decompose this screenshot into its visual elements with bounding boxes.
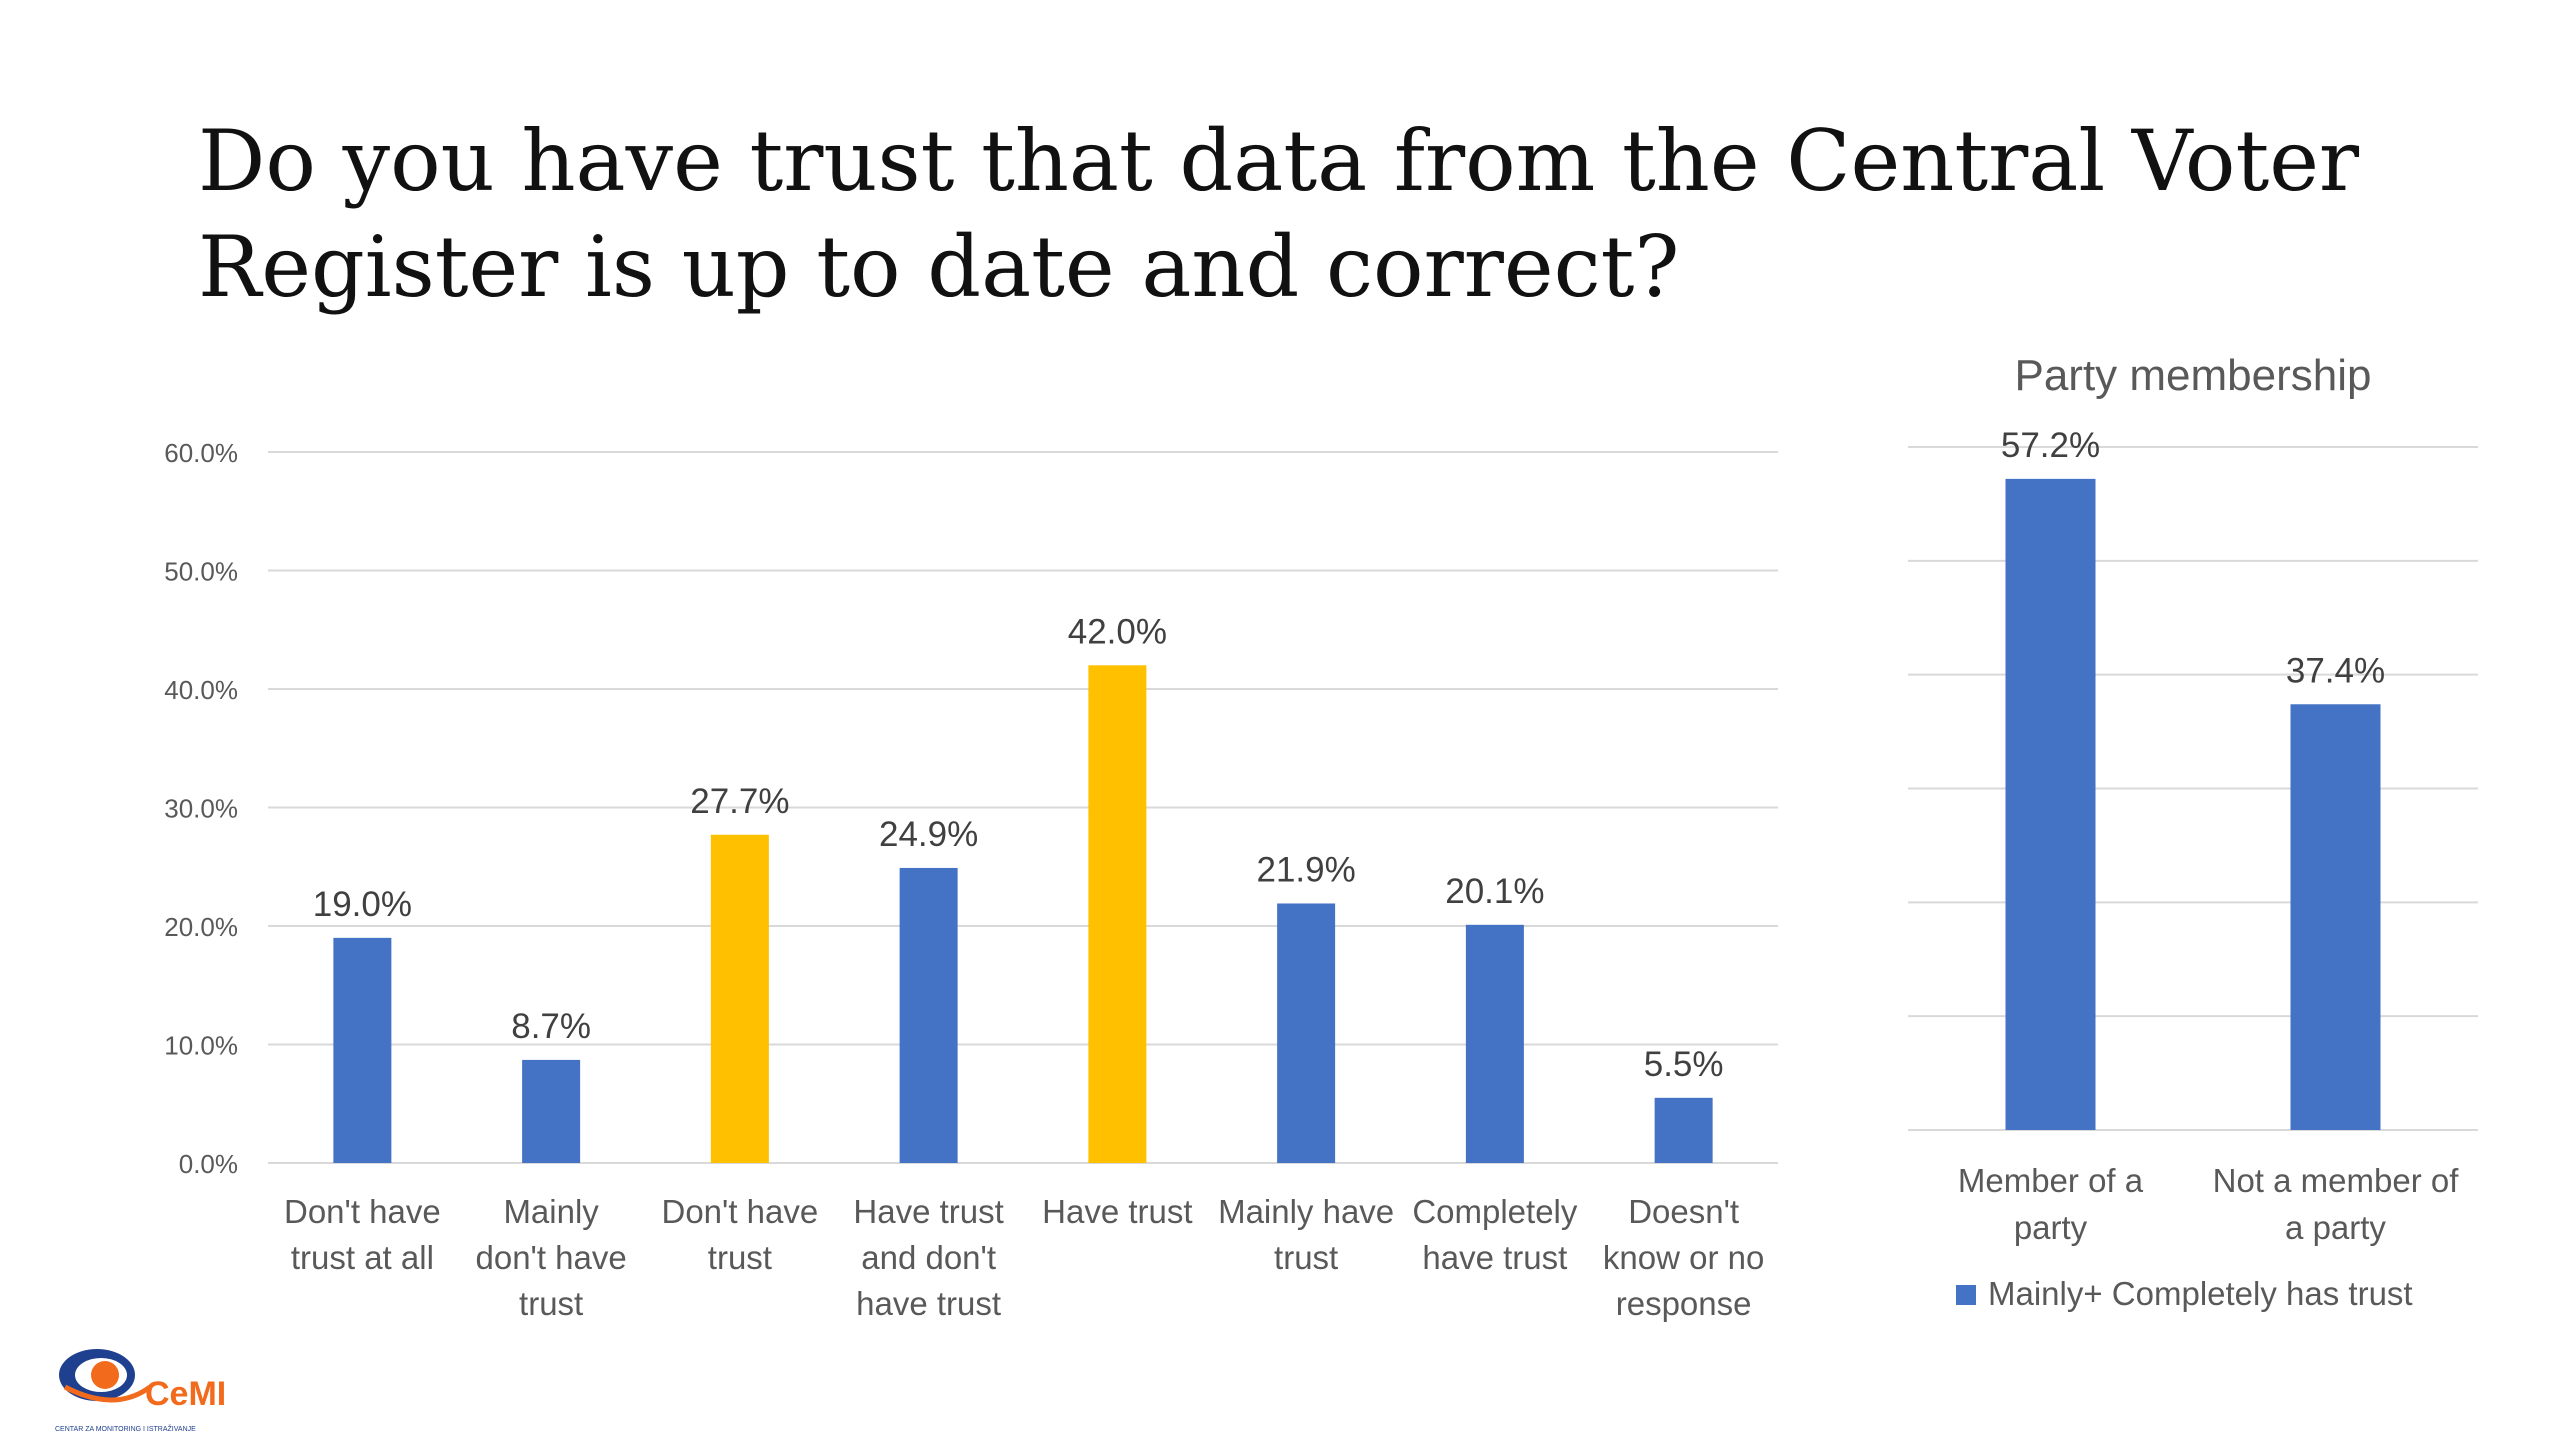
category-label: Not a member of: [2213, 1162, 2460, 1199]
data-label: 24.9%: [879, 815, 978, 854]
category-label: don't have: [475, 1239, 626, 1276]
legend-label: Mainly+ Completely has trust: [1988, 1275, 2413, 1312]
category-label: have trust: [1422, 1239, 1567, 1276]
category-label: Doesn't: [1628, 1193, 1739, 1230]
category-label: trust at all: [291, 1239, 434, 1276]
cemi-logo: CeMI CENTAR ZA MONITORING I ISTRAŽIVANJE: [55, 1335, 235, 1435]
y-tick-label: 50.0%: [164, 557, 238, 587]
bar: [522, 1059, 581, 1163]
y-tick-label: 20.0%: [164, 912, 238, 942]
bar: [1277, 903, 1336, 1163]
data-label: 37.4%: [2286, 651, 2385, 690]
bar: [1465, 924, 1524, 1163]
category-label: Mainly have: [1218, 1193, 1394, 1230]
data-label: 19.0%: [313, 885, 412, 924]
bar: [1088, 665, 1147, 1163]
data-label: 8.7%: [511, 1007, 591, 1046]
category-label: trust: [1274, 1239, 1338, 1276]
data-label: 5.5%: [1644, 1045, 1724, 1084]
side-chart-title: Party membership: [2014, 351, 2371, 400]
data-label: 21.9%: [1257, 850, 1356, 889]
y-tick-label: 0.0%: [179, 1149, 238, 1179]
legend-swatch: [1956, 1285, 1976, 1305]
y-tick-label: 10.0%: [164, 1031, 238, 1061]
category-label: Completely: [1412, 1193, 1578, 1230]
trust-bar-chart: 0.0% 10.0% 20.0% 30.0% 40.0% 50.0% 60.0% 19.0% D…: [164, 438, 1778, 1322]
party-membership-chart: Party membership 57.2% Member of a party 37.…: [1908, 351, 2478, 1312]
category-label: Don't have: [662, 1193, 819, 1230]
category-label: trust: [708, 1239, 772, 1276]
category-label: have trust: [856, 1285, 1001, 1322]
category-label: Don't have: [284, 1193, 441, 1230]
category-label: Have trust: [1042, 1193, 1192, 1230]
bar: [333, 937, 392, 1163]
category-label: Have trust: [853, 1193, 1003, 1230]
category-label: response: [1616, 1285, 1752, 1322]
logo-subtitle: CENTAR ZA MONITORING I ISTRAŽIVANJE: [55, 1424, 196, 1433]
y-tick-label: 40.0%: [164, 675, 238, 705]
bar: [2005, 478, 2096, 1131]
logo-text: CeMI: [145, 1375, 226, 1413]
bar: [1654, 1097, 1713, 1163]
bar: [710, 834, 769, 1163]
category-label: party: [2014, 1209, 2088, 1246]
data-label: 57.2%: [2001, 426, 2100, 465]
category-label: Member of a: [1958, 1162, 2144, 1199]
data-label: 27.7%: [690, 782, 789, 821]
category-label: trust: [519, 1285, 583, 1322]
category-label: know or no: [1603, 1239, 1764, 1276]
bar: [899, 867, 958, 1163]
category-label: and don't: [861, 1239, 996, 1276]
bar: [2290, 704, 2381, 1130]
y-tick-label: 60.0%: [164, 438, 238, 468]
y-tick-label: 30.0%: [164, 794, 238, 824]
data-label: 42.0%: [1068, 612, 1167, 651]
data-label: 20.1%: [1445, 872, 1544, 911]
category-label: Mainly: [503, 1193, 599, 1230]
slide-title: Do you have trust that data from the Cen…: [198, 112, 2360, 316]
category-label: a party: [2285, 1209, 2386, 1246]
